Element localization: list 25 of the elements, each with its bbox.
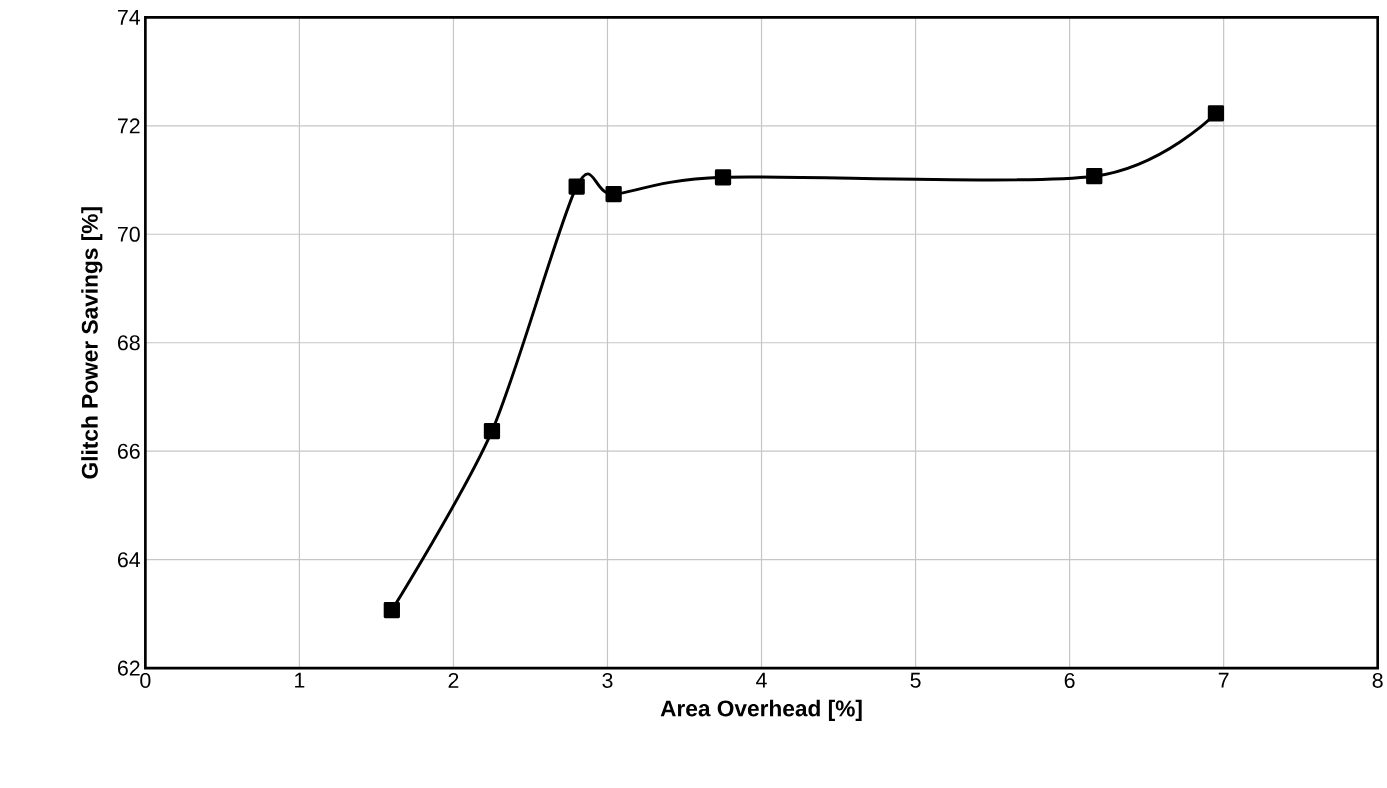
x-tick-label: 8 [1372, 672, 1383, 688]
point [1207, 105, 1225, 122]
point [1086, 168, 1103, 185]
x-tick-label: 5 [910, 672, 921, 688]
y-axis-title: Glitch Power Savings [%] [81, 207, 103, 479]
x-tick-label: 7 [1218, 672, 1229, 688]
x-axis-title: Area Overhead [%] [660, 699, 862, 721]
point [568, 178, 585, 195]
point [605, 185, 622, 203]
y-tick-label: 70 [118, 226, 140, 242]
point [714, 169, 732, 186]
x-tick-label: 1 [295, 672, 305, 688]
x-tick-label: 0 [140, 672, 151, 688]
y-tick-label: 72 [118, 118, 140, 134]
x-tick-label: 2 [448, 672, 459, 688]
x-tick-label: 6 [1064, 672, 1075, 688]
y-tick-label: 66 [118, 443, 140, 459]
point [483, 422, 501, 440]
y-tick-label: 74 [118, 9, 141, 25]
y-tick-label: 62 [118, 660, 140, 676]
x-tick-label: 4 [756, 672, 767, 688]
y-tick-label: 64 [118, 552, 141, 568]
point [383, 601, 400, 619]
x-tick-label: 3 [602, 672, 613, 688]
y-tick-label: 68 [118, 335, 140, 351]
